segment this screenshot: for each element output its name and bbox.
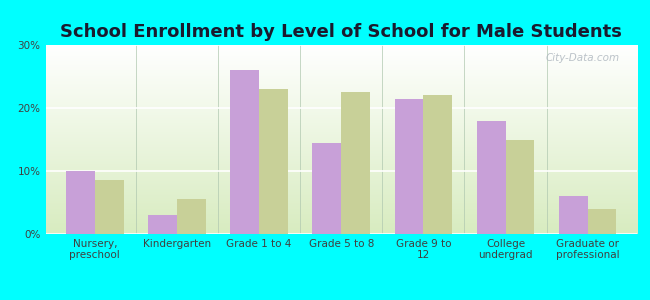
- Bar: [341, 92, 370, 234]
- Bar: [66, 171, 95, 234]
- Bar: [423, 95, 452, 234]
- Bar: [148, 215, 177, 234]
- Bar: [230, 70, 259, 234]
- Bar: [506, 140, 534, 234]
- Bar: [259, 89, 288, 234]
- Bar: [313, 143, 341, 234]
- Bar: [95, 181, 124, 234]
- Text: City-Data.com: City-Data.com: [545, 52, 619, 63]
- Bar: [477, 121, 506, 234]
- Bar: [177, 200, 205, 234]
- Bar: [395, 98, 423, 234]
- Bar: [559, 196, 588, 234]
- Title: School Enrollment by Level of School for Male Students: School Enrollment by Level of School for…: [60, 23, 622, 41]
- Bar: [588, 209, 616, 234]
